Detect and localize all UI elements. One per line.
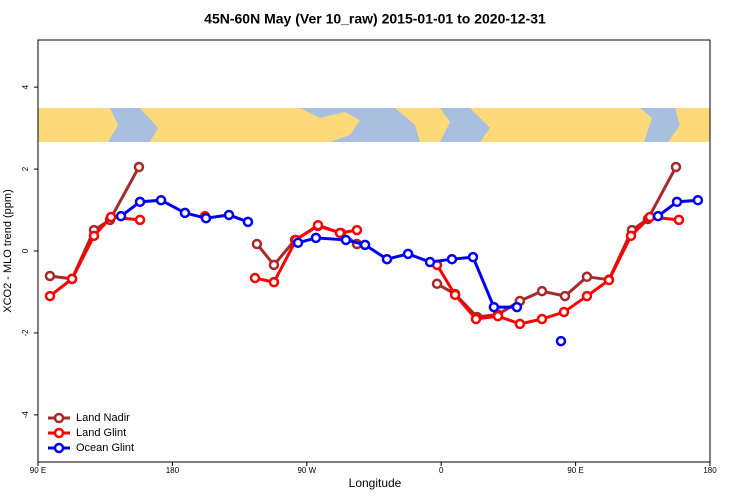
x-tick-label: 180 xyxy=(166,466,180,475)
point xyxy=(671,196,683,208)
point xyxy=(536,285,548,297)
point xyxy=(312,219,324,231)
x-tick-label: 90 W xyxy=(297,466,316,475)
point xyxy=(66,273,78,285)
point xyxy=(242,216,254,228)
legend-label: Land Glint xyxy=(76,427,126,439)
map-strip xyxy=(38,108,710,142)
point xyxy=(558,306,570,318)
y-axis-label: XCO2 - MLO trend (ppm) xyxy=(2,189,14,312)
legend-label: Ocean Glint xyxy=(76,442,134,454)
point xyxy=(652,210,664,222)
y-tick-label: 0 xyxy=(21,248,30,253)
point xyxy=(673,214,685,226)
legend-marker xyxy=(53,412,65,424)
point xyxy=(581,271,593,283)
point xyxy=(200,212,212,224)
point xyxy=(44,290,56,302)
point xyxy=(249,272,261,284)
chart-title: 45N-60N May (Ver 10_raw) 2015-01-01 to 2… xyxy=(204,11,546,27)
point xyxy=(359,239,371,251)
point xyxy=(559,290,571,302)
point xyxy=(644,211,656,223)
y-tick-label: 4 xyxy=(21,84,30,89)
point xyxy=(581,290,593,302)
point xyxy=(105,211,117,223)
x-tick-label: 180 xyxy=(703,466,717,475)
point xyxy=(44,270,56,282)
point xyxy=(223,209,235,221)
point xyxy=(268,259,280,271)
point xyxy=(536,313,548,325)
point xyxy=(88,230,100,242)
point xyxy=(431,278,443,290)
point xyxy=(470,313,482,325)
point xyxy=(511,301,523,313)
legend-marker xyxy=(53,442,65,454)
point xyxy=(133,161,145,173)
point xyxy=(310,232,322,244)
point xyxy=(514,318,526,330)
point xyxy=(381,253,393,265)
point xyxy=(670,161,682,173)
point xyxy=(555,335,567,347)
point xyxy=(449,289,461,301)
y-tick-label: 2 xyxy=(21,166,30,171)
point xyxy=(155,194,167,206)
point xyxy=(115,210,127,222)
x-tick-label: 90 E xyxy=(567,466,583,475)
point xyxy=(134,196,146,208)
y-tick-label: -4 xyxy=(21,411,30,419)
point xyxy=(692,194,704,206)
point xyxy=(603,274,615,286)
point xyxy=(402,248,414,260)
point xyxy=(179,207,191,219)
legend-marker xyxy=(53,427,65,439)
point xyxy=(268,276,280,288)
point xyxy=(292,237,304,249)
point xyxy=(467,251,479,263)
point xyxy=(625,230,637,242)
x-tick-label: 0 xyxy=(439,466,444,475)
y-tick-label: -2 xyxy=(21,329,30,337)
point xyxy=(251,238,263,250)
point xyxy=(492,310,504,322)
point xyxy=(340,234,352,246)
point xyxy=(424,256,436,268)
legend-label: Land Nadir xyxy=(76,412,130,424)
x-tick-label: 90 E xyxy=(30,466,46,475)
point xyxy=(488,301,500,313)
point xyxy=(334,227,346,239)
point xyxy=(446,253,458,265)
point xyxy=(134,214,146,226)
series-line xyxy=(49,215,680,326)
point xyxy=(351,224,363,236)
x-axis-label: Longitude xyxy=(349,476,402,490)
